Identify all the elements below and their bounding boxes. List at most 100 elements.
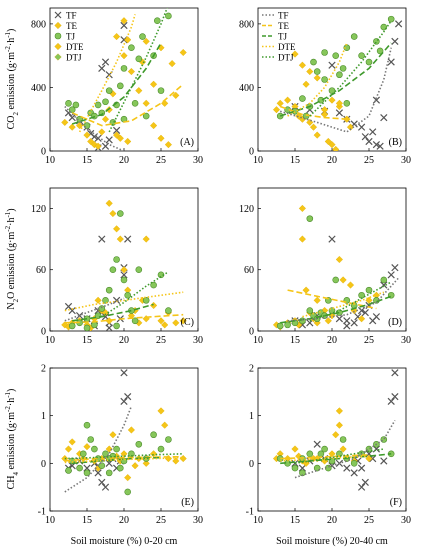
x-axis-title-20-40: Soil moisture (%) 20-40 cm: [276, 536, 388, 547]
legend-marker-circle: [54, 32, 62, 40]
point-tf: [98, 64, 106, 73]
point-tf: [120, 21, 128, 30]
fit-line-tf: [64, 105, 125, 151]
point-te: [179, 454, 187, 463]
point-tf: [391, 37, 399, 45]
fit-line-tj: [72, 303, 154, 322]
point-te: [335, 407, 343, 415]
point-tf: [343, 464, 351, 472]
y-tick-label: 2: [249, 364, 254, 375]
point-tj: [313, 68, 321, 75]
point-tj: [105, 286, 113, 294]
x-tick-label: 25: [156, 155, 166, 166]
point-tj: [117, 210, 124, 217]
x-tick-label: 20: [327, 155, 337, 166]
point-te: [324, 317, 332, 325]
panel-f: 10 15 20 25 30 -1 0 1 2 (F): [246, 364, 411, 527]
point-te: [332, 431, 340, 439]
point-te: [120, 17, 128, 25]
point-te: [306, 118, 314, 126]
panel-label: (D): [388, 317, 402, 328]
point-tj: [117, 82, 124, 90]
x-tick-label: 20: [119, 335, 129, 346]
series-te: [61, 17, 187, 150]
y-tick-label: 0: [249, 147, 254, 158]
point-tf: [343, 322, 351, 330]
point-tj: [124, 291, 131, 299]
legend-label: DTJ: [66, 52, 82, 62]
y-tick-label: -1: [38, 507, 46, 518]
point-tj: [350, 460, 358, 467]
legend-marker-diamond: [54, 42, 62, 51]
point-tf: [328, 61, 336, 69]
point-tj: [83, 469, 91, 477]
y-tick-label: 120: [31, 204, 46, 215]
point-tj: [91, 445, 98, 453]
point-tf: [372, 313, 381, 321]
point-tf: [124, 392, 132, 401]
fit-line-te: [279, 105, 347, 120]
point-te: [168, 60, 176, 68]
point-te: [335, 421, 343, 429]
point-tf: [68, 306, 76, 315]
point-tj: [80, 450, 87, 458]
point-tj: [165, 436, 172, 443]
fit-line-dtj: [101, 271, 169, 318]
point-tj: [87, 436, 94, 443]
point-tj: [380, 276, 388, 284]
point-tf: [98, 478, 106, 487]
point-te: [339, 445, 347, 453]
point-tf: [120, 397, 128, 405]
point-te: [109, 431, 117, 439]
y-tick-label: 0: [41, 327, 46, 338]
plot-area: [272, 204, 400, 331]
point-tf: [387, 271, 395, 279]
y-tick-label: 0: [249, 459, 254, 470]
point-tj: [321, 49, 328, 56]
panel-e: 10 15 20 25 30 -1 0 1 2 (E): [38, 364, 203, 527]
point-te: [109, 209, 117, 218]
point-tj: [135, 266, 143, 274]
point-tj: [339, 436, 347, 443]
x-tick-label: 30: [193, 515, 203, 526]
point-tj: [139, 33, 146, 40]
point-te: [179, 317, 187, 325]
point-tj: [68, 106, 76, 113]
y-axis-title-ch4: CH4 emission (g·m-2·h-1): [4, 389, 20, 490]
point-te: [324, 137, 332, 146]
point-te: [298, 204, 306, 213]
x-tick-label: 10: [45, 515, 55, 526]
point-tj: [124, 488, 131, 496]
point-tf: [350, 319, 358, 327]
fit-line-dte: [280, 455, 370, 462]
y-tick-label: 1: [41, 411, 46, 422]
y-tick-label: 400: [31, 83, 46, 94]
point-te: [87, 137, 95, 146]
point-tj: [135, 440, 143, 448]
y-axis-title-co2: CO2 emission (g·m-2·h-1): [4, 29, 20, 130]
x-tick-label: 15: [82, 155, 92, 166]
point-te: [142, 459, 150, 467]
point-tj: [373, 38, 380, 45]
point-tj: [358, 52, 365, 59]
x-tick-label: 10: [253, 335, 263, 346]
point-tj: [387, 15, 395, 23]
point-te: [68, 438, 76, 446]
x-tick-label: 10: [45, 155, 55, 166]
point-tf: [391, 392, 399, 401]
point-tj: [105, 469, 113, 477]
y-tick-label: 120: [239, 204, 254, 215]
point-tj: [94, 101, 102, 109]
point-tf: [75, 312, 84, 320]
point-te: [150, 121, 158, 130]
point-te: [150, 450, 158, 458]
point-te: [131, 462, 139, 470]
point-tf: [357, 483, 366, 491]
point-te: [298, 61, 306, 69]
y-axis-title-n2o: N2O emission (g·m-2·h-1): [4, 208, 20, 309]
point-tf: [391, 369, 399, 377]
series-tj: [65, 12, 172, 129]
fit-line-dtj: [108, 8, 169, 133]
point-tj: [332, 276, 340, 284]
